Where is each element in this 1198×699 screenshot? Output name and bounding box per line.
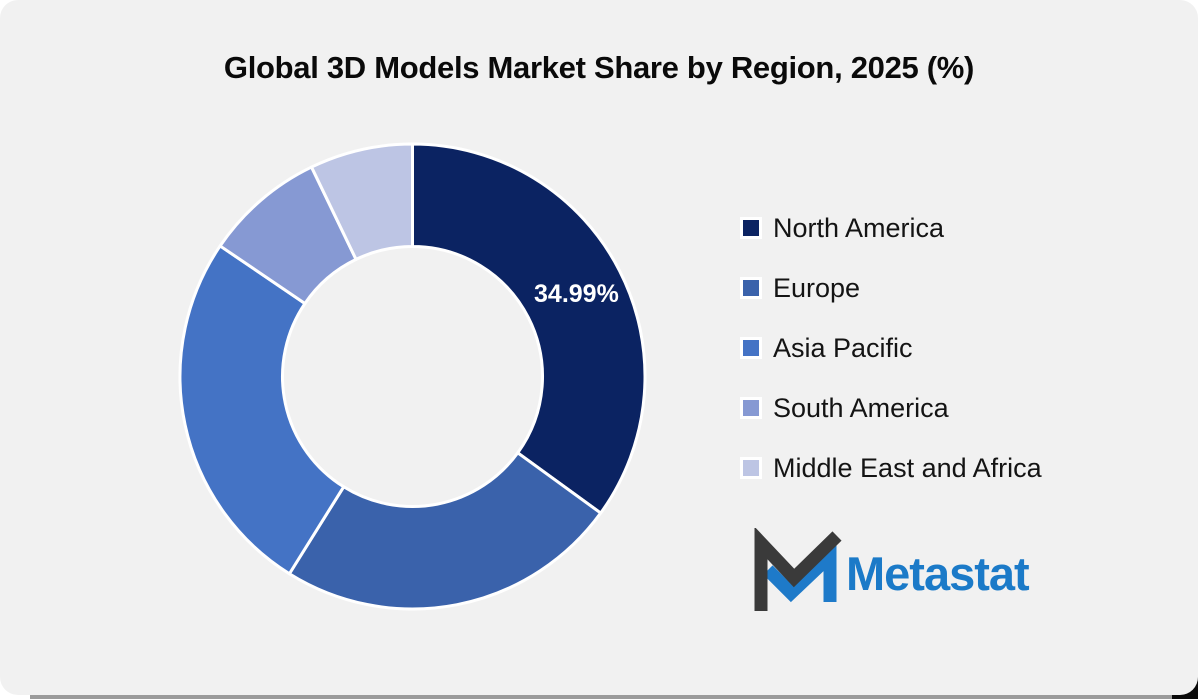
legend-swatch-north-america <box>740 217 762 239</box>
legend-swatch-south-america <box>740 397 762 419</box>
legend: North America Europe Asia Pacific South … <box>740 212 1042 514</box>
legend-item-north-america: North America <box>740 212 1042 243</box>
legend-label: Europe <box>773 272 861 303</box>
legend-item-south-america: South America <box>740 392 1042 423</box>
legend-swatch-middle-east-africa <box>740 457 762 479</box>
donut-slice-2 <box>178 244 346 576</box>
legend-label: Asia Pacific <box>773 332 913 363</box>
donut-chart: 34.99% <box>178 142 647 611</box>
legend-label: Middle East and Africa <box>773 452 1042 483</box>
donut-slice-1 <box>287 451 603 611</box>
donut-slice-4 <box>310 142 414 261</box>
metastat-logo: Metastat <box>740 528 1030 618</box>
metastat-logo-text: Metastat <box>846 546 1030 600</box>
donut-slice-0 <box>411 142 647 515</box>
legend-label: South America <box>773 392 949 423</box>
metastat-logo-mark-icon <box>754 528 842 611</box>
legend-item-asia-pacific: Asia Pacific <box>740 332 1042 363</box>
logo-dark-chevron <box>754 528 842 611</box>
legend-swatch-europe <box>740 277 762 299</box>
page-bottom-edge <box>30 695 1198 699</box>
legend-swatch-asia-pacific <box>740 337 762 359</box>
legend-item-europe: Europe <box>740 272 1042 303</box>
slice-data-label: 34.99% <box>534 280 619 308</box>
legend-item-middle-east-africa: Middle East and Africa <box>740 452 1042 483</box>
chart-title: Global 3D Models Market Share by Region,… <box>223 50 975 85</box>
legend-label: North America <box>773 212 945 243</box>
logo-blue-chevron <box>763 540 837 603</box>
